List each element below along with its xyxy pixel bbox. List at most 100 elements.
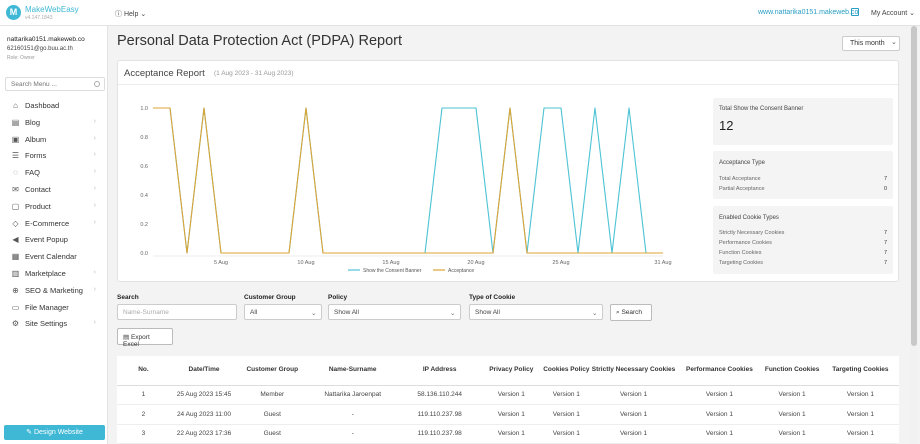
sidebar-item-event-popup[interactable]: ◀ Event Popup: [0, 231, 108, 248]
legend-label: Acceptance: [448, 268, 474, 274]
period-select[interactable]: This month: [842, 36, 900, 51]
column-header: Customer Group: [238, 356, 307, 386]
table-cell: Member: [238, 385, 307, 405]
customer-group-select[interactable]: All: [244, 304, 322, 320]
table-cell: Guest: [238, 424, 307, 444]
stat-label: Partial Acceptance: [719, 186, 765, 192]
export-excel-button[interactable]: ▤ Export Excel: [117, 328, 173, 348]
calendar-icon: ▦: [11, 252, 20, 262]
stat-row: Total Acceptance 7: [719, 176, 887, 182]
sidebar-item-event-calendar[interactable]: ▦ Event Calendar: [0, 248, 108, 265]
table-cell: Version 1: [542, 404, 591, 425]
site-link[interactable]: www.nattarika0151.makeweb.co: [758, 9, 859, 16]
table-cell: 119.110.237.98: [398, 404, 481, 425]
y-tick-label: 0.8: [140, 135, 148, 141]
sidebar-item-label: Site Settings: [25, 319, 68, 329]
chevron-right-icon: ›: [93, 285, 96, 293]
chevron-right-icon: ›: [93, 319, 96, 327]
help-menu[interactable]: ⓘ Help ⌄: [115, 9, 146, 19]
table-cell: 58.136.110.244: [398, 385, 481, 405]
series-line-acceptance: [153, 107, 663, 254]
cookie-type-label: Type of Cookie: [469, 294, 516, 301]
page-scrollbar[interactable]: [910, 26, 918, 444]
brush-icon: ✎: [26, 429, 32, 436]
table-cell: -: [306, 404, 399, 425]
policy-select[interactable]: Show All: [328, 304, 461, 320]
stat-label: Targeting Cookies: [719, 260, 764, 266]
search-button-label: Search: [621, 309, 643, 316]
acceptance-type-panel: Acceptance Type Total Acceptance 7 Partia…: [713, 151, 893, 199]
table-cell: 22 Aug 2023 17:36: [169, 424, 239, 444]
sidebar-item-label: E-Commerce: [25, 218, 70, 228]
sidebar-item-faq[interactable]: ◌ FAQ ›: [0, 164, 108, 181]
column-header: Cookies Policy: [542, 356, 591, 386]
chevron-right-icon: ›: [93, 117, 96, 125]
account-menu[interactable]: My Account ⌄: [871, 9, 915, 17]
brand-version: v4.147.1843: [25, 15, 53, 21]
name-search-input[interactable]: Name-Surname: [117, 304, 237, 320]
sidebar-item-contact[interactable]: ✉ Contact ›: [0, 181, 108, 198]
sidebar-item-label: Dashboad: [25, 101, 60, 110]
chevron-down-icon: ⌄: [891, 39, 897, 46]
sidebar-item-blog[interactable]: ▤ Blog ›: [0, 114, 108, 131]
sidebar-item-album[interactable]: ▣ Album ›: [0, 131, 108, 148]
stat-row: Performance Cookies 7: [719, 240, 887, 246]
contact-icon: ✉: [12, 184, 19, 194]
table-cell: 24 Aug 2023 11:00: [169, 404, 239, 425]
user-role: Role: Owner: [7, 55, 35, 61]
table-cell: Version 1: [480, 424, 543, 444]
y-tick-label: 0.2: [140, 222, 148, 228]
column-header: Privacy Policy: [480, 356, 543, 386]
stat-label: Total Acceptance: [719, 176, 761, 182]
design-website-button[interactable]: ✎ Design Website: [4, 425, 105, 440]
sidebar-item-label: Marketplace: [25, 268, 66, 278]
search-button[interactable]: ⌕ Search: [610, 304, 652, 321]
sidebar-item-file-manager[interactable]: ▭ File Manager: [0, 299, 108, 316]
table-cell: 119.110.237.98: [398, 424, 481, 444]
column-header: Name-Surname: [306, 356, 399, 386]
export-button-label: Export Excel: [123, 334, 150, 348]
column-header: Function Cookies: [762, 356, 822, 386]
search-menu-input[interactable]: [5, 77, 105, 91]
cookie-type-select[interactable]: Show All: [469, 304, 603, 320]
sidebar-item-label: FAQ: [25, 168, 41, 178]
table-cell: 25 Aug 2023 15:45: [169, 385, 239, 405]
table-cell: Version 1: [590, 385, 677, 405]
sidebar-item-e-commerce[interactable]: ◇ E-Commerce ›: [0, 215, 108, 232]
stat-value: 7: [883, 260, 887, 266]
column-header: No.: [117, 356, 170, 386]
scrollbar-thumb[interactable]: [911, 26, 917, 346]
external-link-icon[interactable]: [851, 8, 859, 16]
table-cell: Version 1: [821, 424, 899, 444]
sidebar-item-marketplace[interactable]: ▥ Marketplace ›: [0, 265, 108, 282]
brand-name[interactable]: MakeWebEasy: [25, 5, 79, 14]
top-bar: M MakeWebEasy v4.147.1843 ⓘ Help ⌄ www.n…: [0, 0, 920, 26]
stat-value: 7: [883, 230, 887, 236]
column-header: IP Address: [398, 356, 481, 386]
customer-group-label: Customer Group: [244, 294, 296, 301]
table-cell: Version 1: [480, 385, 543, 405]
column-header: Strictly Necessary Cookies: [590, 356, 677, 386]
brand-logo[interactable]: M: [6, 5, 21, 20]
sidebar-item-seo-marketing[interactable]: ⊕ SEO & Marketing ›: [0, 282, 108, 299]
sidebar-item-product[interactable]: ▢ Product ›: [0, 198, 108, 215]
stat-label: Strictly Necessary Cookies: [719, 230, 785, 236]
sidebar-item-label: SEO & Marketing: [25, 285, 83, 295]
help-label: Help: [123, 11, 139, 18]
seo-icon: ⊕: [12, 285, 19, 295]
sidebar-item-forms[interactable]: ☰ Forms ›: [0, 147, 108, 164]
table-row: 1 25 Aug 2023 15:45 Member Nattarika Jaroen…: [117, 385, 899, 405]
sidebar-item-dashboad[interactable]: ⌂ Dashboad: [0, 97, 108, 114]
chevron-down-icon: ⌄: [592, 310, 598, 317]
table-cell: Version 1: [590, 404, 677, 425]
home-icon: ⌂: [13, 101, 18, 110]
total-banner-title: Total Show the Consent Banner: [719, 106, 804, 112]
x-tick-label: 25 Aug: [552, 260, 569, 266]
sidebar-item-label: Event Calendar: [25, 252, 77, 262]
sidebar-item-site-settings[interactable]: ⚙ Site Settings ›: [0, 315, 108, 332]
cookie-types-panel: Enabled Cookie Types Strictly Necessary …: [713, 206, 893, 274]
table-cell: Version 1: [762, 404, 822, 425]
sidebar-item-label: File Manager: [25, 302, 69, 312]
table-cell: Version 1: [821, 385, 899, 405]
table-cell: Version 1: [762, 385, 822, 405]
